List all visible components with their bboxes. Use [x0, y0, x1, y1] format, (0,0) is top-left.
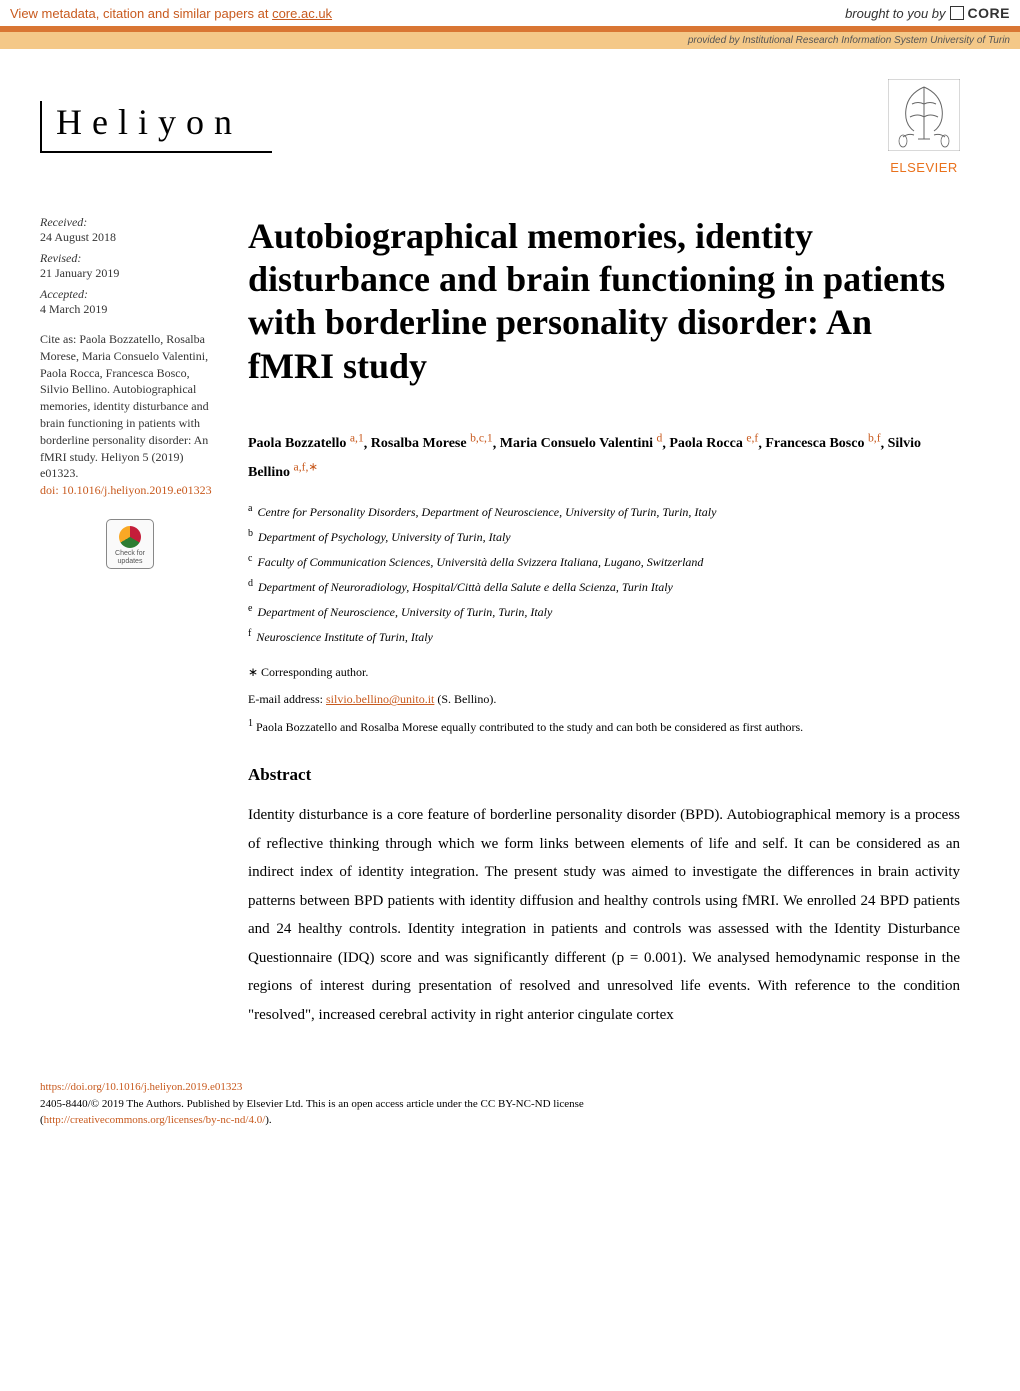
- brought-by: brought to you by CORE: [845, 5, 1010, 21]
- author-note: 1 Paola Bozzatello and Rosalba Morese eq…: [248, 715, 960, 737]
- metadata-link-text: View metadata, citation and similar pape…: [10, 6, 332, 21]
- revised-label: Revised:: [40, 251, 81, 265]
- journal-title-box: Heliyon: [40, 101, 272, 153]
- author: Paola Rocca e,f: [669, 436, 758, 451]
- authors-list: Paola Bozzatello a,1, Rosalba Morese b,c…: [248, 428, 960, 486]
- issn-line: 2405-8440/© 2019 The Authors. Published …: [40, 1096, 960, 1113]
- author: Maria Consuelo Valentini d: [500, 436, 663, 451]
- provided-by-banner: provided by Institutional Research Infor…: [0, 32, 1020, 49]
- affiliation: b Department of Psychology, University o…: [248, 524, 960, 549]
- author: Paola Bozzatello a,1: [248, 436, 364, 451]
- author: Francesca Bosco b,f: [765, 436, 880, 451]
- abstract-text: Identity disturbance is a core feature o…: [248, 801, 960, 1029]
- metadata-prefix: View metadata, citation and similar pape…: [10, 6, 272, 21]
- affiliation: f Neuroscience Institute of Turin, Italy: [248, 624, 960, 649]
- affiliation: c Faculty of Communication Sciences, Uni…: [248, 549, 960, 574]
- core-banner: View metadata, citation and similar pape…: [0, 0, 1020, 26]
- main-content: Received: 24 August 2018 Revised: 21 Jan…: [0, 195, 1020, 1059]
- accepted-label: Accepted:: [40, 287, 88, 301]
- accepted-section: Accepted: 4 March 2019: [40, 287, 220, 317]
- publisher-logo[interactable]: ELSEVIER: [888, 79, 960, 175]
- cite-label: Cite as:: [40, 332, 79, 346]
- article-title: Autobiographical memories, identity dist…: [248, 215, 960, 388]
- received-section: Received: 24 August 2018: [40, 215, 220, 245]
- affiliation: d Department of Neuroradiology, Hospital…: [248, 574, 960, 599]
- cite-text: Paola Bozzatello, Rosalba Morese, Maria …: [40, 332, 209, 480]
- core-icon: [950, 6, 964, 20]
- affiliation: e Department of Neuroscience, University…: [248, 599, 960, 624]
- received-date: 24 August 2018: [40, 230, 220, 245]
- crossmark-widget[interactable]: Check forupdates: [40, 519, 220, 569]
- crossmark-text: Check forupdates: [115, 550, 145, 565]
- email-link[interactable]: silvio.bellino@unito.it: [326, 692, 434, 706]
- affiliation: a Centre for Personality Disorders, Depa…: [248, 499, 960, 524]
- license-line: (http://creativecommons.org/licenses/by-…: [40, 1112, 960, 1129]
- crossmark-icon: [119, 526, 141, 548]
- accepted-date: 4 March 2019: [40, 302, 220, 317]
- core-link[interactable]: core.ac.uk: [272, 6, 332, 21]
- doi-link[interactable]: doi: 10.1016/j.heliyon.2019.e01323: [40, 483, 212, 497]
- core-logo-text: CORE: [968, 5, 1010, 21]
- revised-date: 21 January 2019: [40, 266, 220, 281]
- author: Rosalba Morese b,c,1: [371, 436, 493, 451]
- affiliations: a Centre for Personality Disorders, Depa…: [248, 499, 960, 649]
- elsevier-tree-icon: [888, 79, 960, 151]
- abstract-heading: Abstract: [248, 765, 960, 785]
- email-suffix: (S. Bellino).: [434, 692, 496, 706]
- cite-section: Cite as: Paola Bozzatello, Rosalba Mores…: [40, 331, 220, 499]
- article-body: Autobiographical memories, identity dist…: [248, 215, 960, 1029]
- footer-doi-link[interactable]: https://doi.org/10.1016/j.heliyon.2019.e…: [40, 1081, 242, 1093]
- article-sidebar: Received: 24 August 2018 Revised: 21 Jan…: [40, 215, 220, 1029]
- crossmark-badge: Check forupdates: [106, 519, 154, 569]
- page-footer: https://doi.org/10.1016/j.heliyon.2019.e…: [0, 1059, 1020, 1149]
- brought-by-label: brought to you by: [845, 6, 945, 21]
- received-label: Received:: [40, 215, 87, 229]
- license-link[interactable]: http://creativecommons.org/licenses/by-n…: [44, 1114, 266, 1126]
- page-header: Heliyon ELSEVIER: [0, 49, 1020, 195]
- revised-section: Revised: 21 January 2019: [40, 251, 220, 281]
- email-label: E-mail address:: [248, 692, 326, 706]
- publisher-name: ELSEVIER: [888, 160, 960, 175]
- corresponding-author: ∗ Corresponding author.: [248, 661, 960, 684]
- email-line: E-mail address: silvio.bellino@unito.it …: [248, 688, 960, 711]
- journal-name: Heliyon: [56, 101, 242, 143]
